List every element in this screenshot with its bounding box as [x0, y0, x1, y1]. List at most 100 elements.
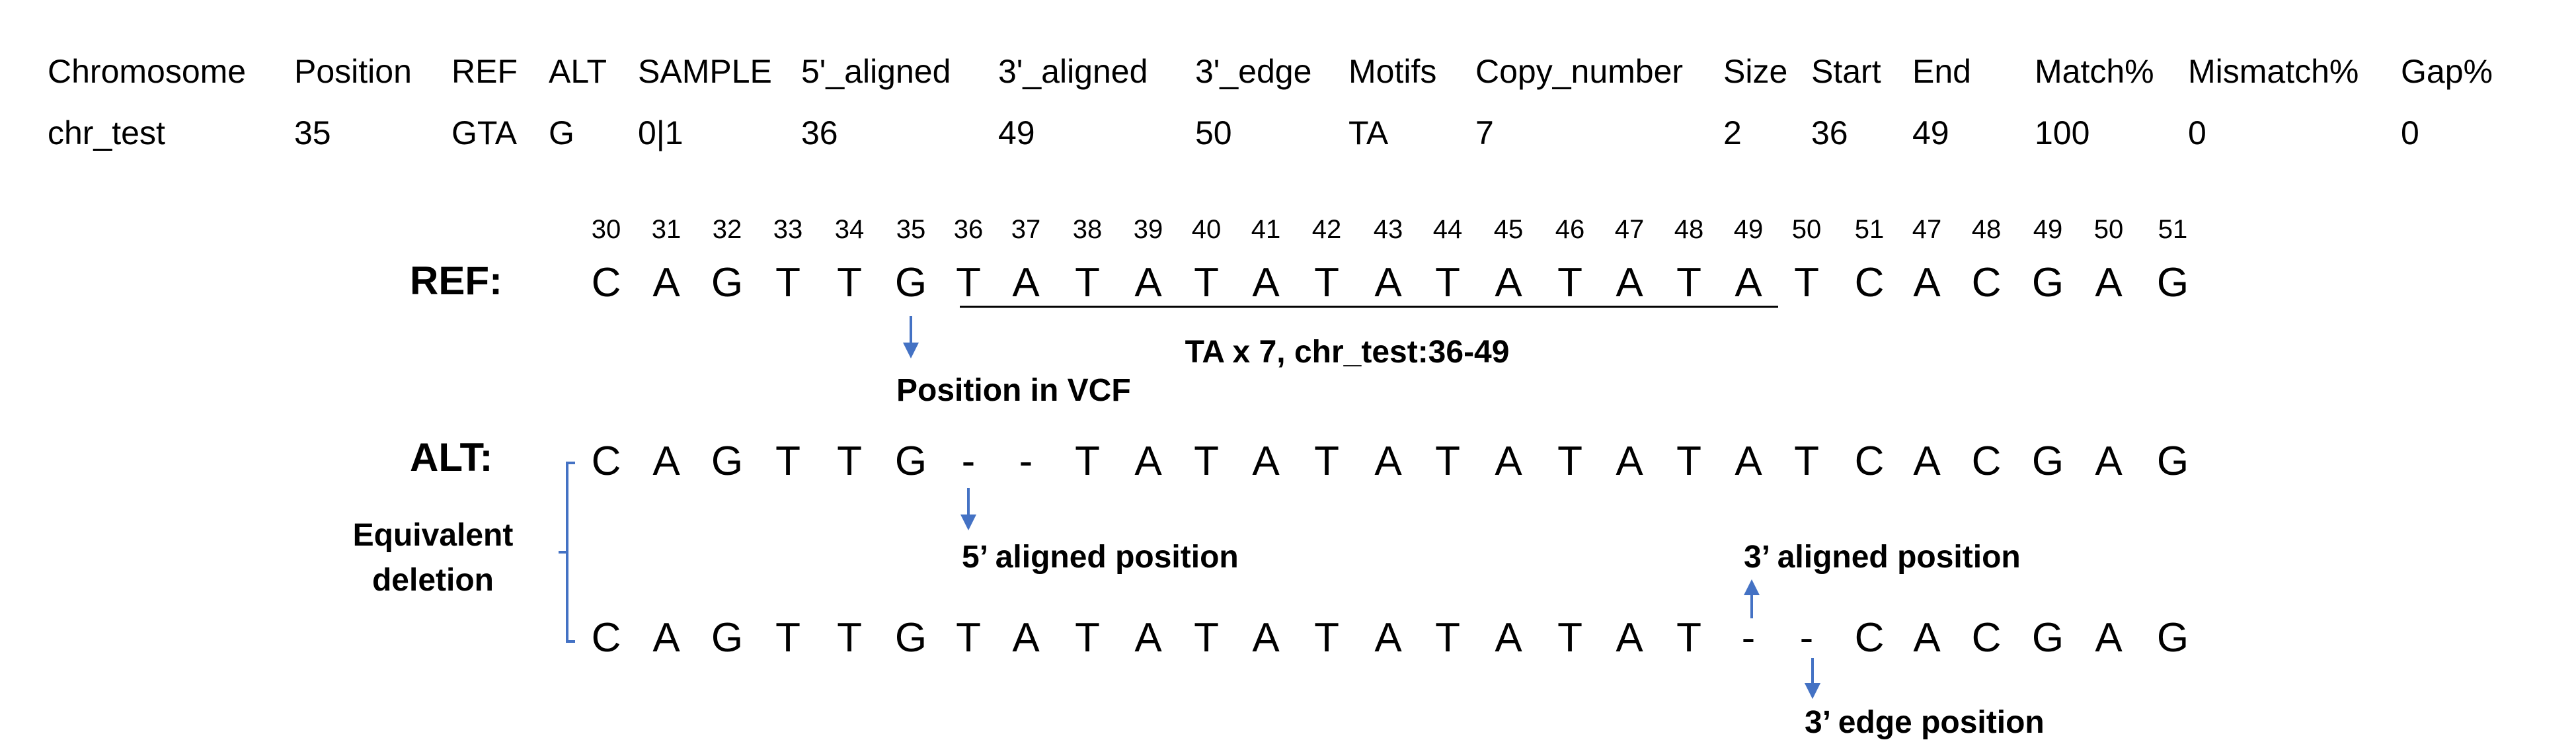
table-cell: 0	[2188, 114, 2206, 151]
vcf-position-label: Position in VCF	[896, 373, 1131, 408]
ref-base: A	[1735, 260, 1762, 306]
alt2-base: T	[837, 615, 862, 661]
alt2-base: G	[895, 615, 927, 661]
ref-base: T	[1314, 260, 1339, 306]
ref-base: C	[1855, 260, 1885, 306]
table-cell: 49	[1912, 114, 1949, 151]
alt1-base: A	[1252, 438, 1280, 484]
column-header: Mismatch%	[2188, 53, 2359, 90]
ref-base: A	[1374, 260, 1402, 306]
position-number: 37	[1011, 215, 1041, 244]
alt1-base: T	[1314, 438, 1339, 484]
alt2-base: G	[711, 615, 743, 661]
alt1-base: G	[895, 438, 927, 484]
alt2-base: A	[652, 615, 680, 661]
table-cell: 50	[1195, 114, 1232, 151]
alt1-base: T	[1676, 438, 1701, 484]
table-cell: 49	[998, 114, 1035, 151]
ref-base: T	[1435, 260, 1460, 306]
ref-base: T	[1794, 260, 1819, 306]
table-header-row: Chromosome Position REF ALT SAMPLE 5'_aligned…	[48, 53, 2493, 90]
ref-base: C	[1972, 260, 2002, 306]
repeat-annotation: TA x 7, chr_test:36-49	[1185, 335, 1510, 370]
position-number: 33	[773, 215, 803, 244]
alt2-base: T	[1314, 615, 1339, 661]
ref-base: A	[1012, 260, 1040, 306]
table-cell: 35	[294, 114, 331, 151]
table-cell: 0	[2401, 114, 2419, 151]
alt2-base: G	[2032, 615, 2064, 661]
column-header: Start	[1811, 53, 1881, 90]
ref-base: A	[1913, 260, 1941, 306]
column-header: Gap%	[2401, 53, 2493, 90]
alt1-base: C	[1972, 438, 2002, 484]
alt1-base: A	[1495, 438, 1522, 484]
ref-base: A	[2095, 260, 2123, 306]
alt2-base: T	[1557, 615, 1582, 661]
ref-base: T	[1194, 260, 1219, 306]
position-number: 43	[1374, 215, 1403, 244]
alt1-base: G	[711, 438, 743, 484]
table-cell: 36	[1811, 114, 1848, 151]
column-header: Size	[1723, 53, 1787, 90]
alt1-base: T	[1075, 438, 1100, 484]
alt1-base: C	[592, 438, 621, 484]
table-cell: GTA	[451, 114, 518, 151]
alt1-base: A	[652, 438, 680, 484]
column-header: Match%	[2035, 53, 2154, 90]
position-number: 39	[1134, 215, 1163, 244]
column-header: REF	[451, 53, 518, 90]
alt2-base: A	[1134, 615, 1162, 661]
alt1-base: A	[1913, 438, 1941, 484]
ref-base: T	[956, 260, 981, 306]
equivalent-label-line2: deletion	[372, 563, 494, 598]
column-header: Motifs	[1348, 53, 1436, 90]
position-number: 38	[1073, 215, 1103, 244]
alt1-base: T	[837, 438, 862, 484]
alt2-base: A	[1913, 615, 1941, 661]
alt2-base: A	[1495, 615, 1522, 661]
alt2-base: A	[1252, 615, 1280, 661]
ref-base: G	[895, 260, 927, 306]
position-number: 50	[2094, 215, 2124, 244]
alt2-base: C	[1855, 615, 1885, 661]
table-cell: TA	[1348, 114, 1389, 151]
column-header: SAMPLE	[638, 53, 772, 90]
equivalent-deletion-bracket	[559, 462, 575, 643]
ref-label: REF:	[410, 259, 502, 303]
position-number: 48	[1972, 215, 2002, 244]
table-cell: 7	[1475, 114, 1494, 151]
column-header: 3'_aligned	[998, 53, 1148, 90]
alt1-base: T	[1557, 438, 1582, 484]
ref-base: A	[1252, 260, 1280, 306]
alt2-base: A	[1374, 615, 1402, 661]
position-number: 46	[1555, 215, 1585, 244]
ref-base: T	[1075, 260, 1100, 306]
position-number: 44	[1433, 215, 1463, 244]
position-number: 40	[1192, 215, 1222, 244]
alt2-base: T	[1075, 615, 1100, 661]
alt2-base: T	[956, 615, 981, 661]
ref-base: G	[711, 260, 743, 306]
position-number: 36	[954, 215, 984, 244]
five-prime-label: 5’ aligned position	[962, 540, 1239, 575]
position-number: 41	[1251, 215, 1281, 244]
ref-base: T	[1557, 260, 1582, 306]
alt2-base: -	[1742, 615, 1756, 661]
three-prime-label: 3’ aligned position	[1744, 540, 2021, 575]
ref-base: T	[1676, 260, 1701, 306]
alt2-base: -	[1800, 615, 1814, 661]
position-number: 32	[713, 215, 742, 244]
table-data-row: chr_test 35 GTA G 0|1 36 49 50 TA 7 2 36 49 100 0 0	[48, 114, 2419, 151]
alt2-base: A	[2095, 615, 2123, 661]
position-number: 51	[2158, 215, 2188, 244]
alt1-base: T	[1194, 438, 1219, 484]
position-number: 47	[1912, 215, 1942, 244]
position-number: 49	[2033, 215, 2063, 244]
ref-base: C	[592, 260, 621, 306]
column-header: 3'_edge	[1195, 53, 1311, 90]
alt1-base: A	[2095, 438, 2123, 484]
